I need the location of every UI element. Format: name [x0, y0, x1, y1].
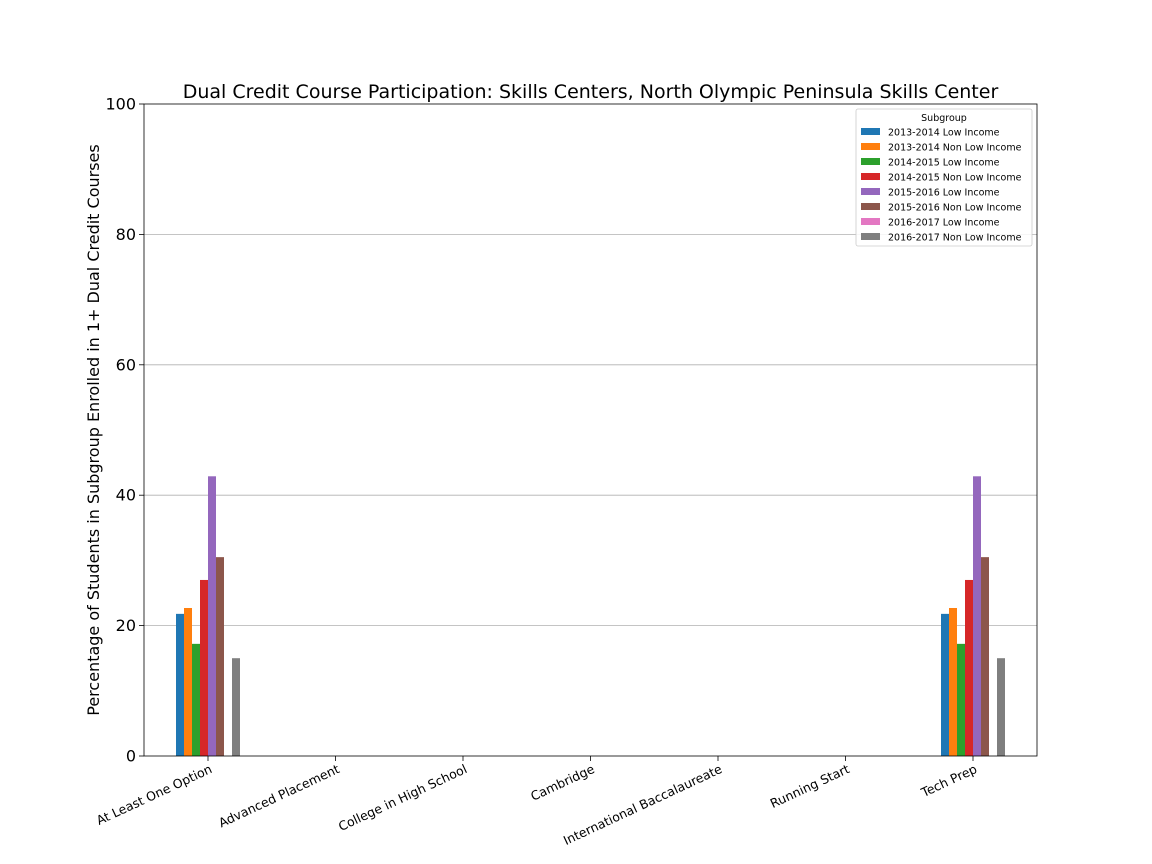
bar	[208, 476, 216, 756]
legend-swatch	[861, 203, 880, 210]
x-axis-ticks: At Least One Option Advanced PlacementCol…	[94, 756, 979, 848]
bar	[965, 579, 973, 756]
x-tick-label: Tech Prep	[918, 761, 979, 800]
gridlines	[144, 233, 1037, 626]
legend-label: 2015-2016 Non Low Income	[888, 203, 1022, 214]
y-tick-label: 100	[105, 95, 136, 114]
legend-label: 2016-2017 Low Income	[888, 218, 1000, 229]
y-axis-label: Percentage of Students in Subgroup Enrol…	[84, 144, 103, 715]
bar	[216, 557, 224, 756]
legend-title: Subgroup	[921, 113, 967, 124]
legend-swatch	[861, 128, 880, 135]
x-tick-label: College in High School	[336, 761, 469, 834]
chart-title: Dual Credit Course Participation: Skills…	[183, 81, 999, 103]
legend-swatch	[861, 233, 880, 240]
legend-swatch	[861, 218, 880, 225]
bar	[997, 658, 1005, 756]
legend-label: 2014-2015 Non Low Income	[888, 173, 1022, 184]
y-tick-label: 40	[116, 486, 136, 505]
bar	[957, 643, 965, 756]
bar	[941, 613, 949, 756]
legend-label: 2013-2014 Low Income	[888, 128, 1000, 139]
bar	[200, 579, 208, 756]
bar	[973, 476, 981, 756]
y-tick-label: 20	[116, 616, 136, 635]
x-tick-label: At Least One Option	[94, 761, 214, 828]
legend-swatch	[861, 188, 880, 195]
bar	[981, 557, 989, 756]
legend-label: 2014-2015 Low Income	[888, 158, 1000, 169]
x-tick-label: Cambridge	[528, 761, 597, 804]
legend-swatch	[861, 143, 880, 150]
legend: Subgroup 2013-2014 Low Income 2013-2014 N…	[855, 108, 1033, 247]
bar	[176, 613, 184, 756]
bar	[949, 607, 957, 756]
bar	[184, 607, 192, 756]
legend-label: 2013-2014 Non Low Income	[888, 143, 1022, 154]
bar	[232, 658, 240, 756]
y-tick-label: 0	[126, 747, 136, 766]
bar	[192, 643, 200, 756]
legend-items: 2013-2014 Low Income 2013-2014 Non Low In…	[861, 128, 1022, 244]
legend-label: 2016-2017 Non Low Income	[888, 233, 1022, 244]
legend-swatch	[861, 173, 880, 180]
y-tick-label: 60	[116, 355, 136, 374]
legend-box	[855, 108, 1033, 247]
x-tick-label: Running Start	[768, 761, 852, 811]
legend-label: 2015-2016 Low Income	[888, 188, 1000, 199]
bars	[176, 476, 1005, 756]
legend-swatch	[861, 158, 880, 165]
y-axis-ticks: 0 20 40 60 80 100	[105, 95, 144, 766]
y-tick-label: 80	[116, 225, 136, 244]
x-tick-label: Advanced Placement	[216, 761, 342, 830]
